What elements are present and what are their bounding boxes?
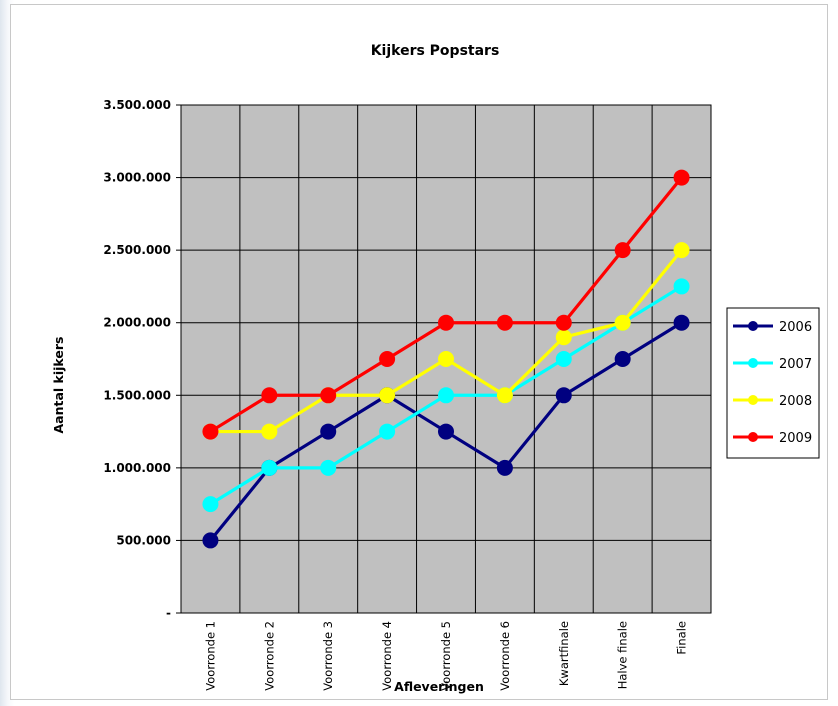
y-axis-ticks: - 500.000 1.000.000 1.500.000 2.000.000 2.500… [103,98,181,620]
data-point [379,423,396,440]
x-tick-label: Voorronde 6 [498,621,512,691]
x-tick-label: Halve finale [616,621,630,689]
line-chart: Kijkers Popstars - 500.000 1.000.000 1.500.… [51,43,820,694]
legend-item-2009: 2009 [733,431,812,446]
data-point [320,423,337,440]
y-tick-label: 2.500.000 [103,243,171,257]
data-point [379,351,396,367]
y-tick-label: 3.500.000 [103,98,171,112]
legend-label: 2006 [779,320,812,335]
y-tick-label: 500.000 [116,533,171,547]
x-tick-label: Voorronde 3 [321,621,335,691]
series-2009 [202,169,690,440]
legend-swatch-marker [748,321,758,331]
legend: 2006 2007 2008 2009 [726,307,820,459]
data-point [496,314,513,331]
legend-item-2008: 2008 [733,394,812,409]
legend-box [726,307,820,459]
y-tick-label: - [166,606,171,620]
data-point [261,387,278,404]
data-point [320,387,337,404]
data-point [614,314,631,331]
data-point [379,387,396,404]
data-point [496,387,513,404]
series-group [202,169,690,549]
data-point [438,387,454,404]
data-point [202,532,219,549]
data-point [438,351,454,367]
data-point [261,459,278,476]
data-point [438,423,454,440]
data-point [202,423,219,440]
x-tick-label: Voorronde 4 [380,621,394,691]
data-point [202,496,219,513]
legend-swatch-marker [748,358,758,368]
legend-item-2007: 2007 [733,357,812,372]
x-tick-label: Kwartfinale [557,621,571,686]
y-tick-label: 1.000.000 [103,461,171,475]
data-point [555,351,572,367]
data-point [673,314,690,331]
x-axis-ticks: Voorronde 1 Voorronde 2 Voorronde 3 Voorron… [203,621,688,691]
data-point [614,351,631,367]
legend-label: 2008 [779,394,812,409]
x-tick-label: Voorronde 1 [203,621,217,691]
x-tick-label: Voorronde 5 [439,621,453,691]
data-point [673,169,690,186]
x-axis-title: Afleveringen [394,679,484,694]
y-tick-label: 1.500.000 [103,388,171,402]
chart-title: Kijkers Popstars [371,43,500,59]
data-point [496,459,513,476]
legend-swatch-marker [748,432,758,442]
legend-swatch-marker [748,395,758,405]
legend-label: 2007 [779,357,812,372]
data-point [614,242,631,259]
data-point [320,459,337,476]
data-point [555,314,572,331]
x-tick-label: Finale [675,621,689,655]
x-tick-label: Voorronde 2 [262,621,276,691]
data-point [438,314,454,331]
chart-frame: Kijkers Popstars - 500.000 1.000.000 1.500.… [10,4,828,700]
data-point [555,329,572,346]
y-tick-label: 3.000.000 [103,171,171,185]
legend-label: 2009 [779,431,812,446]
data-point [673,278,690,295]
data-point [673,242,690,259]
data-point [555,387,572,404]
data-point [261,423,278,440]
y-axis-title: Aantal kijkers [51,337,66,434]
legend-item-2006: 2006 [733,320,812,335]
y-tick-label: 2.000.000 [103,316,171,330]
